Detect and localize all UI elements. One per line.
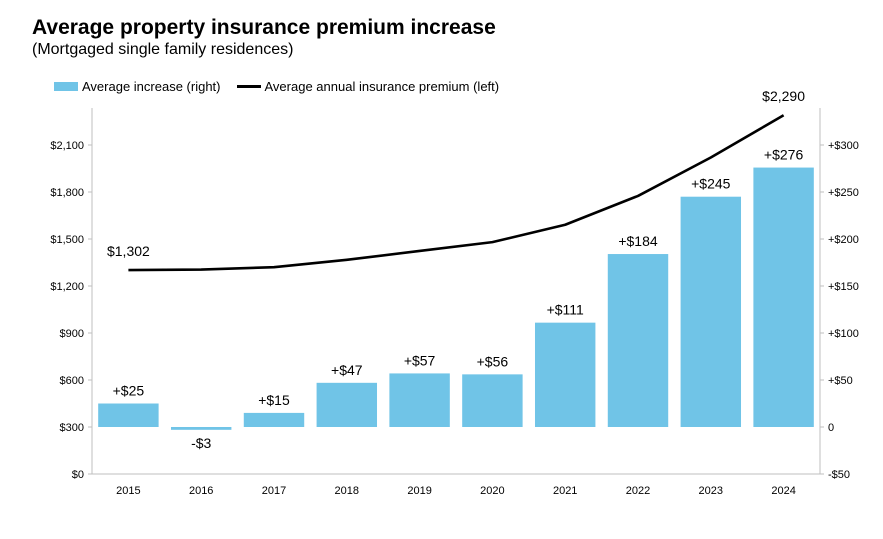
bar-2019	[389, 373, 450, 427]
chart-title: Average property insurance premium incre…	[32, 16, 496, 39]
bar-data-label: +$47	[331, 362, 363, 378]
bar-2022	[607, 254, 669, 427]
bar-data-label: +$184	[618, 233, 658, 249]
left-axis-tick-label: $1,500	[50, 234, 84, 246]
legend-item-bars: Average increase (right)	[54, 79, 221, 94]
line-data-label: $1,302	[107, 243, 150, 259]
premium-line	[128, 114, 785, 272]
chart-subtitle: (Mortgaged single family residences)	[32, 41, 294, 58]
left-axis-tick-label: $900	[60, 328, 84, 340]
left-axis-tick-label: $0	[72, 469, 84, 481]
bar-data-label: +$25	[113, 383, 145, 399]
bar-2020	[462, 374, 523, 427]
x-axis-tick-label: 2023	[699, 485, 723, 497]
bar-data-label: +$276	[764, 147, 804, 163]
x-axis-tick-label: 2022	[626, 485, 650, 497]
x-axis-tick-label: 2018	[335, 485, 359, 497]
x-axis-tick-label: 2017	[262, 485, 286, 497]
bar-2015	[98, 403, 159, 427]
right-axis-tick-label: +$50	[828, 375, 853, 387]
legend-swatch-bar	[54, 82, 78, 91]
x-axis-tick-label: 2019	[407, 485, 431, 497]
left-axis-tick-label: $2,100	[50, 140, 84, 152]
x-axis-tick-label: 2021	[553, 485, 577, 497]
right-axis-tick-label: +$250	[828, 187, 859, 199]
line-data-label: $2,290	[762, 88, 805, 104]
bar-data-label: +$56	[477, 353, 509, 369]
right-axis-tick-label: -$50	[828, 469, 850, 481]
left-axis-tick-label: $1,800	[50, 187, 84, 199]
left-axis-tick-label: $1,200	[50, 281, 84, 293]
bar-2016	[170, 427, 232, 430]
bar-2024	[753, 167, 814, 427]
bar-2023	[680, 196, 742, 427]
right-axis-tick-label: +$300	[828, 140, 859, 152]
bar-data-label: +$57	[404, 352, 436, 368]
bar-data-label: +$111	[547, 302, 584, 318]
legend: Average increase (right) Average annual …	[54, 79, 499, 94]
legend-label-line: Average annual insurance premium (left)	[264, 79, 500, 94]
right-axis-tick-label: +$150	[828, 281, 859, 293]
x-axis-tick-label: 2015	[116, 485, 140, 497]
right-axis-tick-label: 0	[828, 422, 834, 434]
x-axis-tick-label: 2024	[771, 485, 795, 497]
bar-data-label: +$15	[258, 392, 290, 408]
right-axis-tick-label: +$100	[828, 328, 859, 340]
legend-label-bars: Average increase (right)	[82, 79, 221, 94]
x-axis-tick-label: 2020	[480, 485, 504, 497]
right-axis-tick-label: +$200	[828, 234, 859, 246]
bar-data-label: -$3	[191, 435, 211, 451]
bar-2021	[534, 322, 596, 427]
bar-data-label: +$245	[691, 176, 731, 192]
bar-2017	[243, 412, 305, 427]
left-axis-tick-label: $300	[60, 422, 84, 434]
legend-swatch-line	[236, 85, 261, 88]
bar-2018	[316, 382, 378, 427]
x-axis-tick-label: 2016	[189, 485, 213, 497]
legend-item-line: Average annual insurance premium (left)	[221, 79, 500, 94]
left-axis-tick-label: $600	[60, 375, 84, 387]
